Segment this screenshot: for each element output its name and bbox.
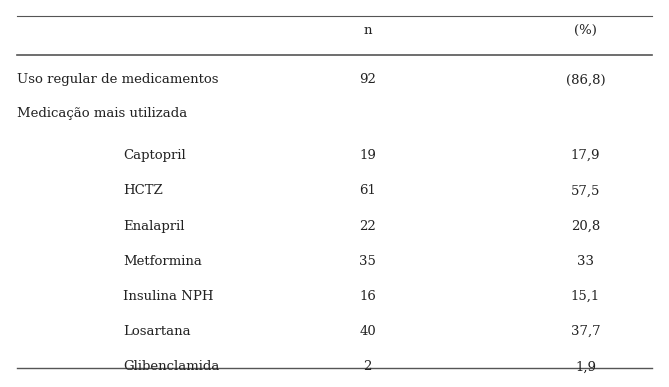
Text: n: n <box>363 24 372 37</box>
Text: 57,5: 57,5 <box>571 184 600 197</box>
Text: Glibenclamida: Glibenclamida <box>123 360 219 373</box>
Text: Medicação mais utilizada: Medicação mais utilizada <box>17 108 187 120</box>
Text: HCTZ: HCTZ <box>123 184 163 197</box>
Text: 2: 2 <box>363 360 372 373</box>
Text: 20,8: 20,8 <box>571 219 600 233</box>
Text: Uso regular de medicamentos: Uso regular de medicamentos <box>17 74 219 86</box>
Text: 15,1: 15,1 <box>571 290 600 303</box>
Text: 61: 61 <box>359 184 376 197</box>
Text: 37,7: 37,7 <box>571 325 600 338</box>
Text: 16: 16 <box>359 290 376 303</box>
Text: 92: 92 <box>359 74 376 86</box>
Text: 40: 40 <box>359 325 376 338</box>
Text: Insulina NPH: Insulina NPH <box>123 290 213 303</box>
Text: 1,9: 1,9 <box>575 360 596 373</box>
Text: Enalapril: Enalapril <box>123 219 185 233</box>
Text: 33: 33 <box>577 255 594 268</box>
Text: Metformina: Metformina <box>123 255 202 268</box>
Text: 22: 22 <box>359 219 376 233</box>
Text: 17,9: 17,9 <box>571 149 600 162</box>
Text: 35: 35 <box>359 255 376 268</box>
Text: Losartana: Losartana <box>123 325 191 338</box>
Text: (%): (%) <box>574 24 597 37</box>
Text: 19: 19 <box>359 149 376 162</box>
Text: Captopril: Captopril <box>123 149 186 162</box>
Text: (86,8): (86,8) <box>566 74 605 86</box>
